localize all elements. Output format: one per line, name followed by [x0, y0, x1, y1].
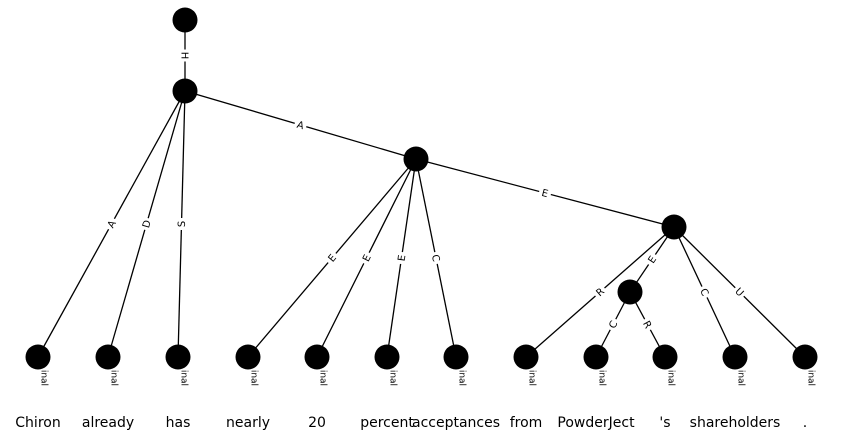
terminal-label: Terminal [388, 347, 398, 386]
edge-label-text: C [697, 287, 710, 298]
edge-label-text: E [540, 188, 549, 200]
edge-label: H [178, 49, 192, 62]
terminal-node-t3 [235, 344, 261, 370]
edge-label-text: S [177, 221, 188, 228]
edge-label-text: A [106, 219, 119, 230]
terminal-node-t2 [165, 344, 191, 370]
edge-label-text: E [327, 253, 339, 265]
tree-node-n1 [172, 78, 198, 104]
edge-label-text: A [295, 120, 305, 133]
edge-label-text: C [429, 254, 441, 263]
terminal-label: Terminal [249, 347, 259, 386]
edge-label-text: U [732, 286, 745, 299]
terminal-label: Terminal [736, 347, 746, 386]
terminal-node-t8 [583, 344, 609, 370]
terminal-label: Terminal [457, 347, 467, 386]
token-word: 's [659, 415, 670, 431]
token-word: Chiron [15, 415, 60, 431]
token-word: shareholders [690, 415, 781, 431]
edge-label: R [591, 283, 609, 301]
terminal-label: Terminal [666, 347, 676, 386]
edge-labels-layer: H A E A D S E E E C R E C U C R [102, 49, 749, 333]
terminal-node-t5 [374, 344, 400, 370]
tree-node-n3 [661, 214, 687, 240]
edge-label: E [643, 250, 661, 269]
edge-label-text: E [646, 254, 659, 265]
terminal-node-t6 [443, 344, 469, 370]
token-word: acceptances [412, 415, 500, 431]
token-word: nearly [226, 415, 270, 431]
nodes-layer [25, 7, 818, 370]
terminal-node-t11 [792, 344, 818, 370]
tree-node-n4 [617, 279, 643, 305]
token-word: has [166, 415, 191, 431]
edge-label: C [696, 283, 713, 301]
terminal-labels-layer: Terminal Terminal Terminal Terminal Terminal… [39, 347, 816, 386]
terminal-node-t9 [652, 344, 678, 370]
terminal-label: Terminal [179, 347, 189, 386]
token-word: PowderJect [557, 415, 635, 431]
edge-label: R [638, 316, 657, 333]
edge-label: A [102, 215, 121, 233]
edge-label: C [604, 316, 622, 333]
edge-label-text: E [397, 254, 409, 262]
edge-label-text: H [179, 52, 190, 60]
token-word: 20 [308, 415, 326, 431]
terminal-label: Terminal [597, 347, 607, 386]
terminal-label: Terminal [39, 347, 49, 386]
edge-label: D [138, 216, 155, 232]
terminal-label: Terminal [109, 347, 119, 386]
edge-label-text: E [361, 253, 374, 264]
terminal-node-t10 [722, 344, 748, 370]
edge-label: U [730, 283, 749, 301]
terminal-label: Terminal [806, 347, 816, 386]
terminal-node-t7 [513, 344, 539, 370]
edge-label: C [428, 250, 444, 266]
edge-label-text: D [141, 219, 154, 230]
edge-label: E [394, 251, 409, 265]
edge-label-text: R [640, 319, 653, 330]
token-word: already [82, 415, 134, 431]
terminal-node-t0 [25, 344, 51, 370]
edge-label: A [292, 117, 309, 133]
edge-label: E [358, 249, 375, 267]
edge-label: E [537, 185, 553, 201]
token-word: from [510, 415, 543, 431]
edges-layer [37, 20, 806, 358]
edge-label: S [174, 217, 189, 231]
terminal-label: Terminal [318, 347, 328, 386]
terminal-node-t4 [304, 344, 330, 370]
token-word: percent [360, 415, 414, 431]
words-layer: Chiron already has nearly 20 percentacceptanc… [15, 415, 807, 431]
edge-label: E [323, 249, 341, 267]
terminal-label: Terminal [527, 347, 537, 386]
edge-label-text: C [607, 319, 620, 330]
tree-node-root [172, 7, 198, 33]
tree-node-n2 [403, 146, 429, 172]
token-word: . [803, 415, 807, 431]
terminal-node-t1 [95, 344, 121, 370]
